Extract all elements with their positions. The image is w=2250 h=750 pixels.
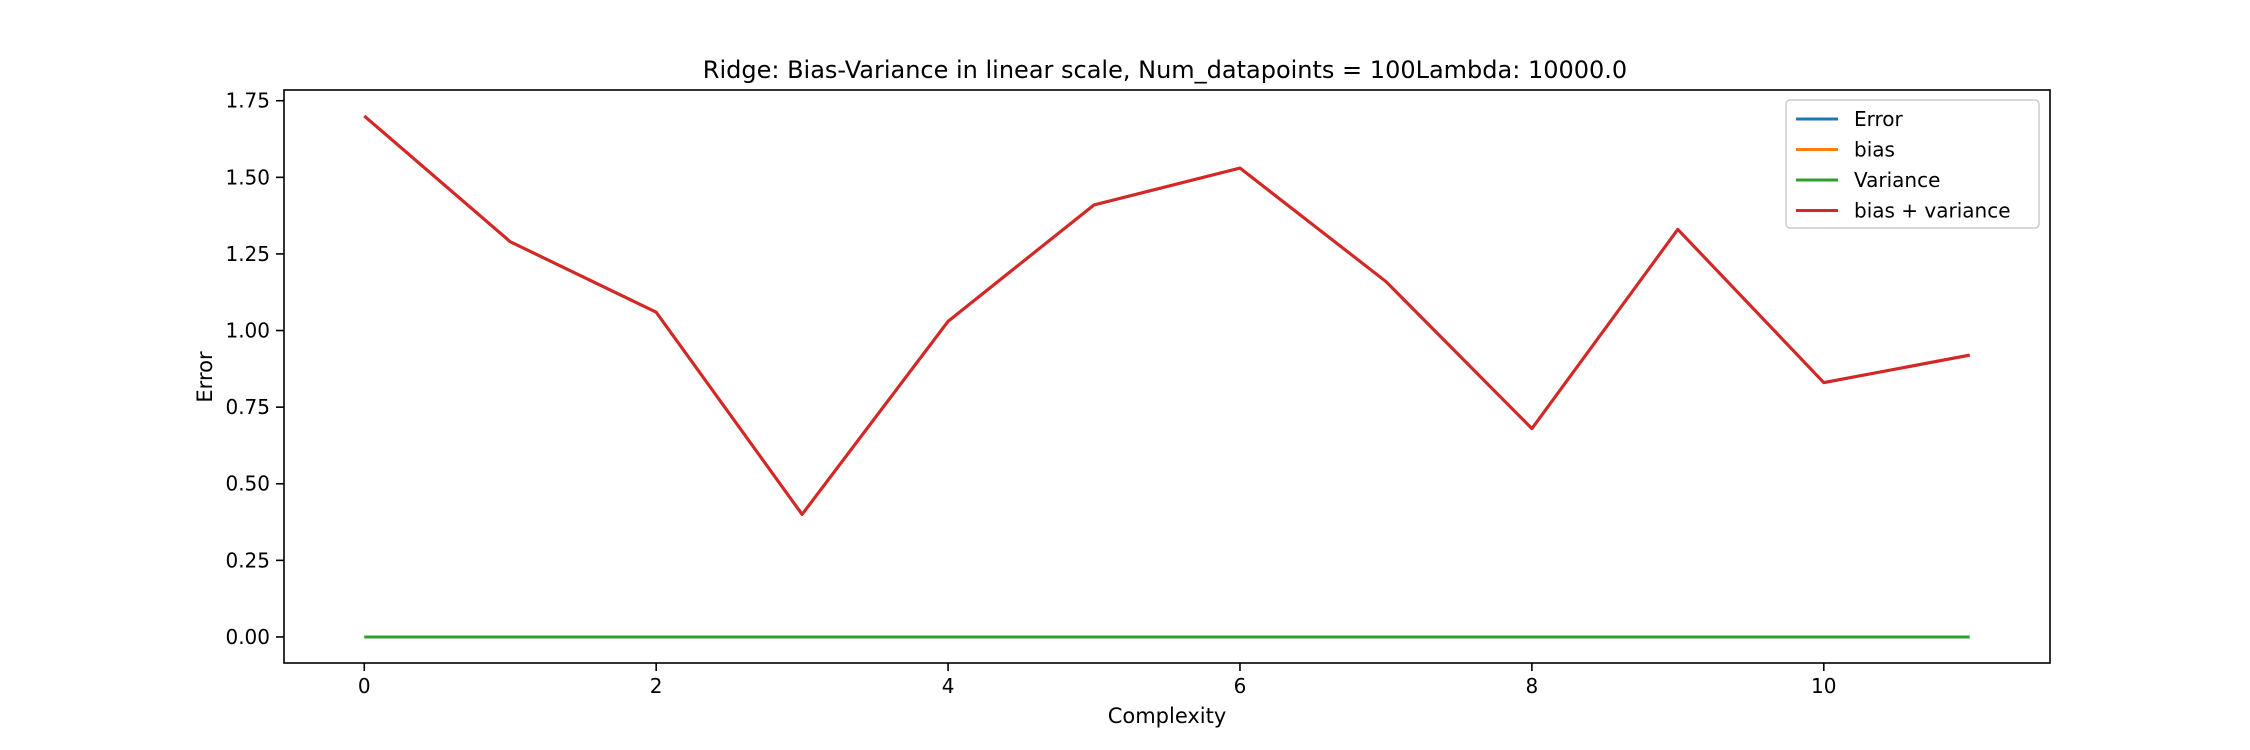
legend-label-1: bias [1854, 138, 1895, 162]
x-tick-label: 8 [1526, 674, 1539, 698]
y-tick-label: 1.25 [225, 242, 270, 266]
chart-title: Ridge: Bias-Variance in linear scale, Nu… [703, 56, 1627, 84]
x-tick-label: 6 [1234, 674, 1247, 698]
axis-ticks: 0 2 4 6 8 10 0.00 0.25 0.50 0.75 1.00 1.25 1.50 1.75 [225, 89, 1836, 698]
series-line-1 [363, 114, 1970, 516]
legend: Error bias Variance bias + variance [1785, 99, 2040, 229]
series-line-0 [363, 114, 1970, 516]
x-tick-label: 0 [358, 674, 371, 698]
legend-label-3: bias + variance [1854, 199, 2011, 223]
x-tick-label: 2 [650, 674, 663, 698]
plot-area [363, 114, 1970, 639]
x-tick-label: 4 [942, 674, 955, 698]
legend-label-0: Error [1854, 107, 1904, 131]
y-tick-label: 0.25 [225, 548, 270, 572]
y-tick-label: 0.00 [225, 625, 270, 649]
axes-frame [283, 89, 2051, 664]
y-axis-label: Error [193, 351, 217, 403]
x-axis-label: Complexity [1108, 704, 1227, 728]
y-tick-label: 0.75 [225, 395, 270, 419]
y-tick-label: 0.50 [225, 472, 270, 496]
y-tick-label: 1.50 [225, 165, 270, 189]
y-tick-label: 1.00 [225, 319, 270, 343]
series-line-3 [363, 114, 1970, 516]
legend-box [1785, 99, 2040, 229]
x-tick-label: 10 [1811, 674, 1836, 698]
legend-label-2: Variance [1854, 168, 1940, 192]
y-tick-label: 1.75 [225, 89, 270, 113]
